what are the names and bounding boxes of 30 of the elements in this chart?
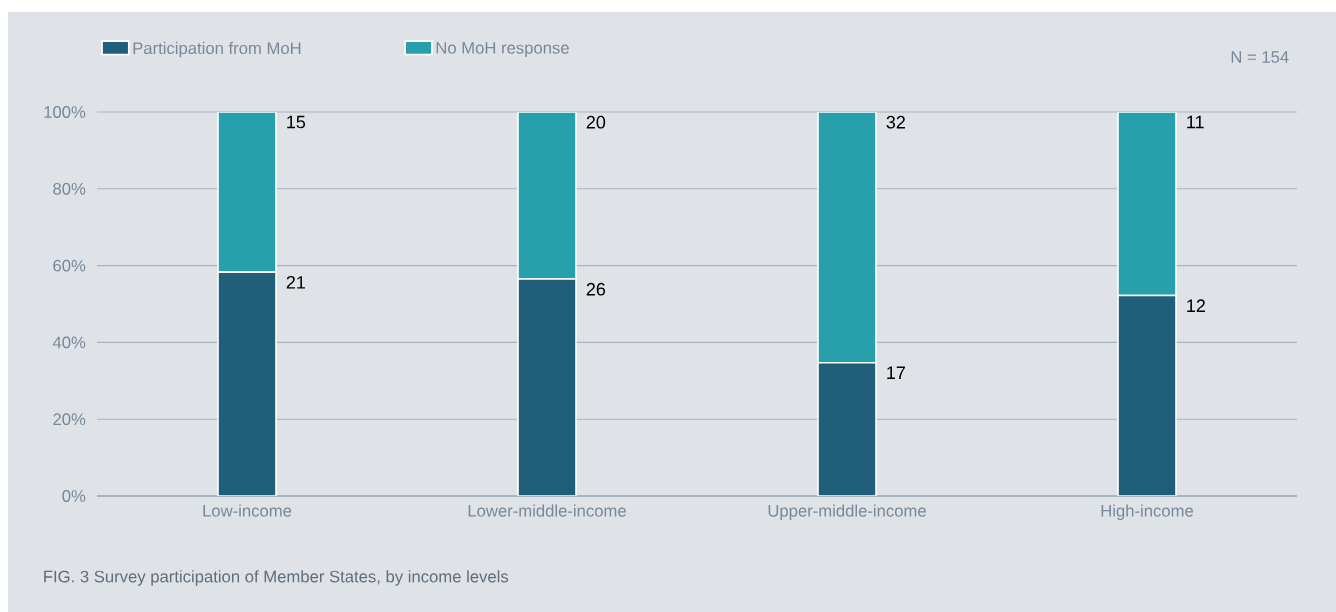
y-tick-label: 100% [44,106,86,118]
bar [817,112,877,364]
legend-label: No MoH response [436,42,569,58]
text: FIG. 3 Survey participation of Member States, by income levels [44,570,509,586]
x-tick-label: Low-income [203,504,292,517]
annotation: 15 [287,115,306,129]
y-tick-label: 60% [53,259,86,272]
annotation: 21 [286,275,305,289]
annotation: 11 [1187,115,1204,129]
x-tick-label: Lower-middle-income [468,504,626,517]
bar [817,361,877,496]
legend-label: Participation from MoH [133,41,301,58]
text: N = 154 [1231,51,1289,63]
bar [1117,112,1177,297]
x-tick-label: Upper-middle-income [768,504,926,521]
y-tick-label: 40% [52,336,86,349]
annotation: 20 [586,115,606,129]
annotation: 17 [887,366,905,379]
y-tick-label: 0% [62,490,86,502]
x-tick-label: High-income [1101,504,1194,521]
annotation: 26 [586,282,606,296]
y-tick-label: 80% [53,182,86,195]
annotation: 32 [886,115,905,129]
bar [217,271,277,496]
y-tick-label: 20% [53,413,86,426]
bar [517,278,577,496]
bar [1117,294,1177,496]
bar [217,112,277,273]
bar [517,112,577,280]
annotation: 12 [1187,299,1205,312]
